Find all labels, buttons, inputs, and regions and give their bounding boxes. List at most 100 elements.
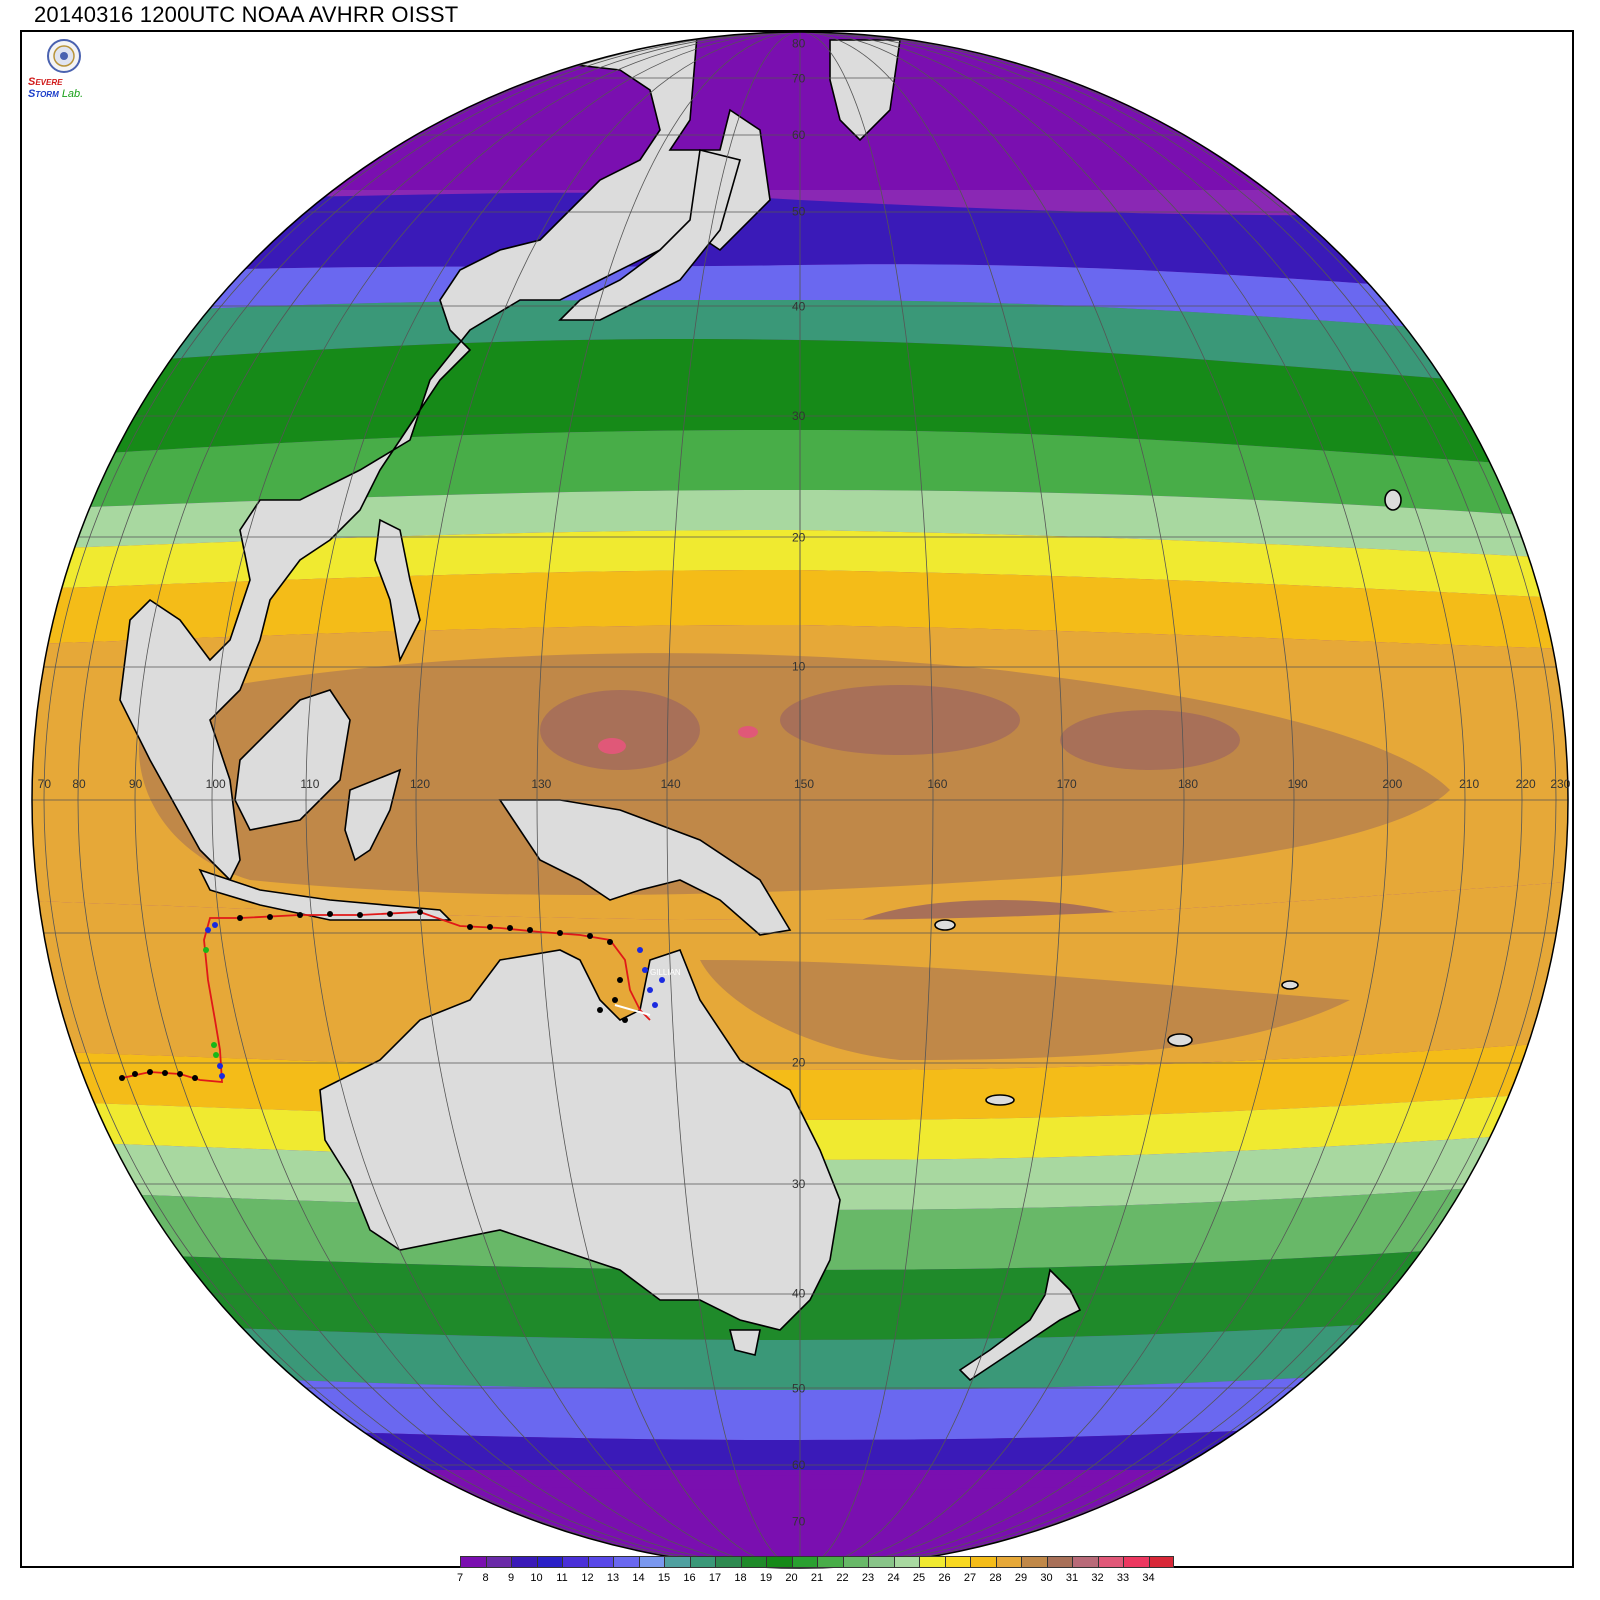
colorbar-label: 19 bbox=[759, 1572, 773, 1584]
logo-text: SEVERE STORM Lab. bbox=[28, 76, 84, 100]
colorbar-cell bbox=[613, 1556, 639, 1568]
colorbar-label: 28 bbox=[989, 1572, 1002, 1584]
lon-label: 180 bbox=[1178, 777, 1198, 791]
lat-label: 20 bbox=[792, 530, 806, 544]
lat-label: 60 bbox=[792, 1458, 806, 1472]
lat-label: 70 bbox=[792, 71, 806, 85]
colorbar-label: 25 bbox=[912, 1572, 926, 1584]
colorbar-cell bbox=[1097, 1556, 1123, 1568]
lon-label: 220 bbox=[1516, 777, 1536, 791]
lon-label: 230 bbox=[1550, 777, 1570, 791]
colorbar-label: 18 bbox=[734, 1572, 747, 1584]
colorbar-label: 7 bbox=[456, 1572, 464, 1584]
lon-label: 80 bbox=[72, 777, 86, 791]
lat-label: 60 bbox=[792, 128, 806, 142]
lat-label: 50 bbox=[792, 1381, 806, 1395]
lon-label: 210 bbox=[1459, 777, 1479, 791]
colorbar-cell bbox=[1072, 1556, 1098, 1568]
map-title: 20140316 1200UTC NOAA AVHRR OISST bbox=[34, 2, 459, 27]
sulawesi-land bbox=[344, 768, 402, 862]
colorbar-label: 21 bbox=[810, 1572, 824, 1584]
colorbar-cell bbox=[817, 1556, 843, 1568]
storm-track-blue-points bbox=[205, 922, 665, 1079]
colorbar-label: 31 bbox=[1065, 1572, 1079, 1584]
colorbar-cell bbox=[1148, 1556, 1174, 1568]
colorbar-labels: 7 8 9 10 11 12 13 14 15 16 17 18 19 20 21 22 23 24 25 26 27 2… bbox=[456, 1572, 1160, 1588]
colorbar-cell bbox=[664, 1556, 690, 1568]
lon-label: 100 bbox=[206, 777, 226, 791]
tasmania-land bbox=[728, 1329, 761, 1356]
colorbar-label: 24 bbox=[887, 1572, 900, 1584]
colorbar-label: 17 bbox=[708, 1572, 722, 1584]
colorbar-cell bbox=[1046, 1556, 1072, 1568]
land-masses bbox=[32, 32, 1402, 1382]
lon-label: 170 bbox=[1057, 777, 1077, 791]
colorbar-cell bbox=[689, 1556, 715, 1568]
lon-label: 70 bbox=[38, 777, 52, 791]
colorbar-label: 9 bbox=[507, 1572, 515, 1584]
colorbar-label: 8 bbox=[482, 1572, 489, 1584]
lon-label: 90 bbox=[129, 777, 143, 791]
severe-storm-lab-logo bbox=[47, 39, 81, 73]
lat-label: 30 bbox=[792, 1177, 806, 1191]
colorbar-label: 34 bbox=[1142, 1572, 1155, 1584]
colorbar-cell bbox=[766, 1556, 792, 1568]
colorbar-cell bbox=[715, 1556, 741, 1568]
colorbar-cell bbox=[842, 1556, 868, 1568]
colorbar-cell bbox=[1021, 1556, 1047, 1568]
lat-label: 20 bbox=[792, 1056, 806, 1070]
colorbar-cell bbox=[995, 1556, 1021, 1568]
borneo-land bbox=[234, 689, 351, 831]
colorbar-cell bbox=[562, 1556, 588, 1568]
lon-label: 120 bbox=[410, 777, 430, 791]
storm-track-green-points bbox=[203, 947, 219, 1058]
colorbar-cell bbox=[511, 1556, 537, 1568]
colorbar-cell bbox=[536, 1556, 562, 1568]
colorbar-label: 30 bbox=[1040, 1572, 1053, 1584]
colorbar-cell bbox=[944, 1556, 970, 1568]
colorbar-cell bbox=[919, 1556, 945, 1568]
colorbar-label: 14 bbox=[632, 1572, 645, 1584]
lat-label: 80 bbox=[792, 37, 806, 51]
philippines-land bbox=[374, 518, 421, 663]
lon-label: 160 bbox=[927, 777, 947, 791]
kamchatka-land bbox=[829, 39, 901, 142]
colorbar-label: 33 bbox=[1116, 1572, 1130, 1584]
colorbar-label: 22 bbox=[836, 1572, 849, 1584]
lat-label: 40 bbox=[792, 1287, 806, 1301]
colorbar-label: 10 bbox=[530, 1572, 543, 1584]
colorbar-cell bbox=[970, 1556, 996, 1568]
colorbar-cell bbox=[868, 1556, 894, 1568]
colorbar-cell bbox=[638, 1556, 664, 1568]
colorbar-label: 12 bbox=[581, 1572, 594, 1584]
colorbar-label: 23 bbox=[861, 1572, 875, 1584]
lon-label: 140 bbox=[661, 777, 681, 791]
new-zealand-land bbox=[958, 1268, 1082, 1382]
globe-outline bbox=[31, 31, 1569, 1569]
colorbar-label: 20 bbox=[785, 1572, 798, 1584]
storm-track: GILLIAN bbox=[119, 909, 681, 1083]
colorbar-label: 13 bbox=[606, 1572, 620, 1584]
sst-colorbar bbox=[460, 1556, 1174, 1568]
colorbar-label: 32 bbox=[1091, 1572, 1104, 1584]
lat-label: 30 bbox=[792, 409, 806, 423]
colorbar-cell bbox=[893, 1556, 919, 1568]
lon-label: 200 bbox=[1382, 777, 1402, 791]
new-guinea-land bbox=[498, 799, 792, 936]
colorbar-label: 27 bbox=[963, 1572, 977, 1584]
lon-label: 150 bbox=[794, 777, 814, 791]
grid-labels: 70 80 90 100 110 120 130 140 150 160 170 180 190 200 2… bbox=[38, 37, 1571, 1529]
colorbar-cell bbox=[740, 1556, 766, 1568]
australia-land bbox=[319, 949, 841, 1331]
lon-label: 110 bbox=[300, 777, 319, 791]
lat-label: 40 bbox=[792, 299, 806, 313]
colorbar-cell bbox=[460, 1556, 486, 1568]
storm-track-points bbox=[119, 909, 628, 1081]
colorbar-label: 26 bbox=[938, 1572, 951, 1584]
colorbar-cell bbox=[587, 1556, 613, 1568]
japan-land bbox=[558, 149, 741, 321]
colorbar-cell bbox=[485, 1556, 511, 1568]
lon-label: 190 bbox=[1288, 777, 1308, 791]
colorbar-cell bbox=[791, 1556, 817, 1568]
